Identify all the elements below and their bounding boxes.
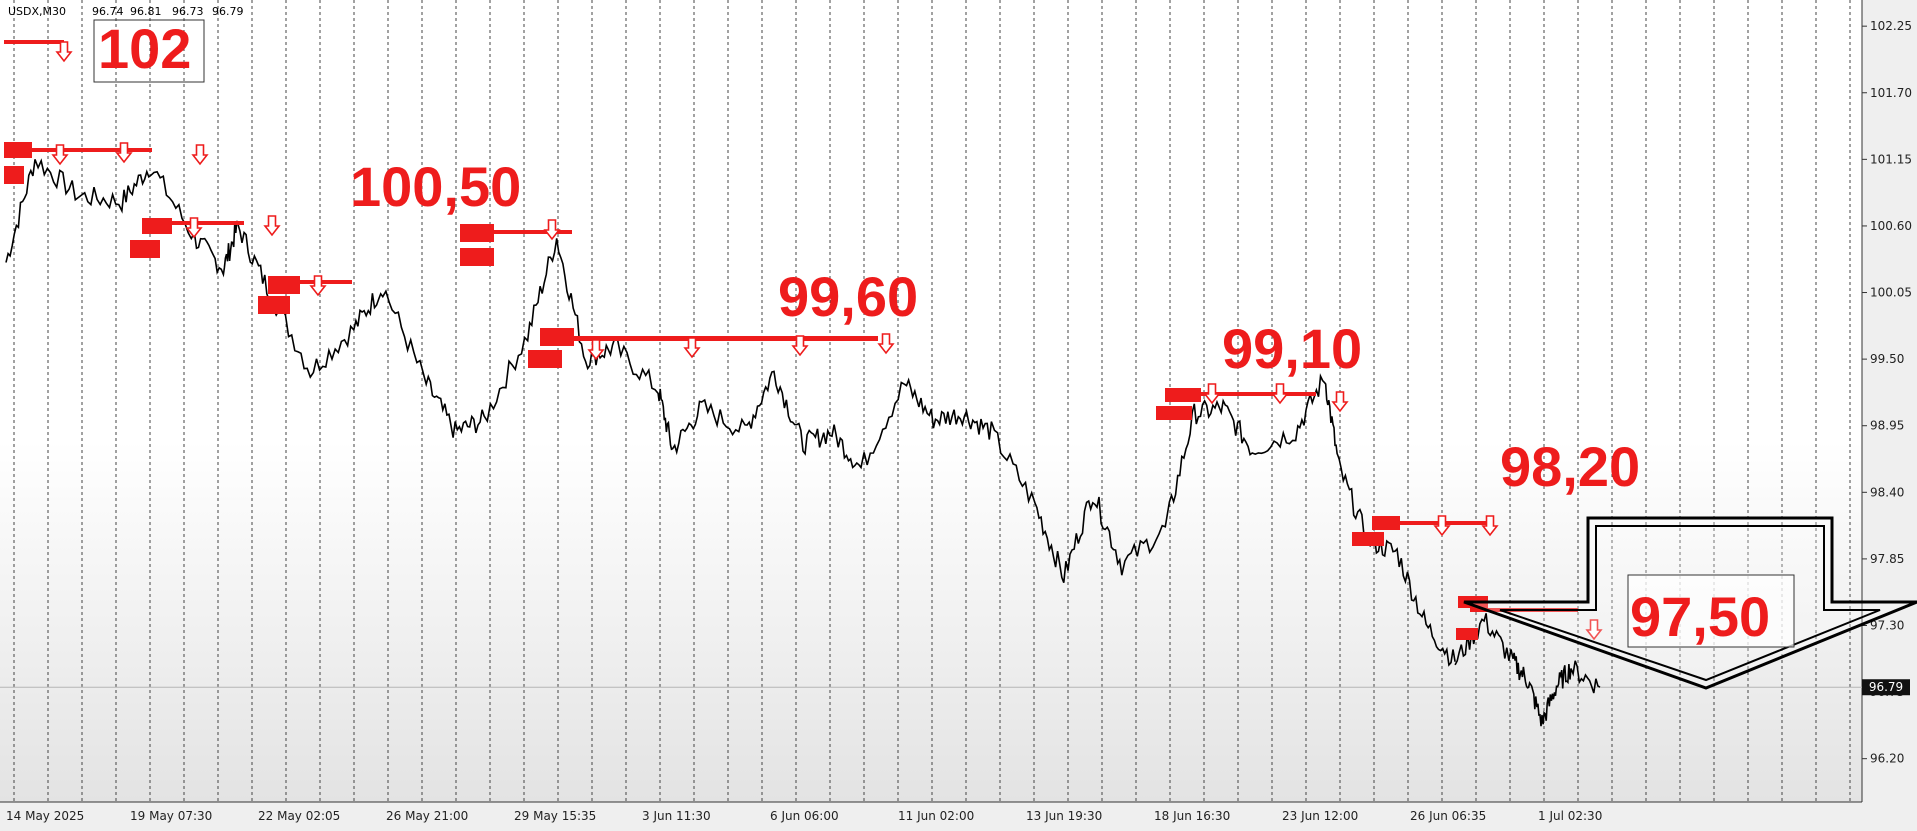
current-price-value: 96.79 bbox=[1869, 680, 1903, 694]
time-tick-label: 6 Jun 06:00 bbox=[770, 809, 839, 823]
time-tick-label: 18 Jun 16:30 bbox=[1154, 809, 1230, 823]
time-tick-label: 1 Jul 02:30 bbox=[1538, 809, 1602, 823]
level-line bbox=[4, 148, 152, 152]
down-arrow-icon bbox=[309, 275, 327, 297]
level-label-99-60: 99,60 bbox=[778, 265, 918, 328]
ohlc-open: 96.74 bbox=[92, 5, 124, 18]
time-tick-label: 29 May 15:35 bbox=[514, 809, 596, 823]
plot-background bbox=[0, 0, 1862, 802]
price-tick-label: 102.25 bbox=[1870, 19, 1912, 33]
down-arrow-icon bbox=[185, 217, 203, 239]
time-tick-label: 19 May 07:30 bbox=[130, 809, 212, 823]
down-arrow-markers bbox=[51, 41, 1603, 641]
zone-marker bbox=[142, 218, 172, 234]
down-arrow-icon bbox=[587, 339, 605, 361]
level-label-99-10: 99,10 bbox=[1222, 317, 1362, 380]
time-tick-label: 26 May 21:00 bbox=[386, 809, 468, 823]
down-arrow-icon bbox=[51, 144, 69, 166]
level-label-97-50: 97,50 bbox=[1630, 585, 1770, 648]
zone-marker bbox=[528, 350, 562, 368]
label-box-97-50 bbox=[1627, 574, 1795, 648]
zone-marker bbox=[1156, 406, 1192, 420]
time-tick-label: 11 Jun 02:00 bbox=[898, 809, 974, 823]
level-label-102: 102 bbox=[98, 17, 191, 80]
zone-marker bbox=[460, 224, 494, 242]
zone-marker bbox=[540, 328, 574, 346]
time-tick-label: 23 Jun 12:00 bbox=[1282, 809, 1358, 823]
price-tick-label: 97.85 bbox=[1870, 552, 1904, 566]
level-label-98-20: 98,20 bbox=[1500, 435, 1640, 498]
zone-marker bbox=[130, 240, 160, 258]
down-arrow-icon bbox=[791, 335, 809, 357]
level-line bbox=[560, 336, 878, 341]
down-arrow-icon bbox=[1331, 391, 1349, 413]
price-axis: 102.25 101.70 101.15 100.60 100.05 99.50 98.95… bbox=[1862, 19, 1912, 766]
price-tick-label: 100.05 bbox=[1870, 286, 1912, 300]
series-line bbox=[5, 158, 1456, 667]
level-line bbox=[1180, 392, 1316, 396]
down-arrow-icon bbox=[1433, 515, 1451, 537]
down-arrow-icon bbox=[191, 144, 209, 166]
time-tick-label: 26 Jun 06:35 bbox=[1410, 809, 1486, 823]
time-tick-label: 22 May 02:05 bbox=[258, 809, 340, 823]
price-tick-label: 98.95 bbox=[1870, 419, 1904, 433]
price-tick-label: 99.50 bbox=[1870, 352, 1904, 366]
current-price-tag: 96.79 bbox=[1862, 679, 1910, 696]
level-line bbox=[480, 230, 572, 234]
time-axis-background bbox=[0, 802, 1862, 831]
zone-marker bbox=[1456, 628, 1478, 640]
time-axis: 14 May 2025 19 May 07:30 22 May 02:05 26 Ma… bbox=[6, 809, 1602, 823]
price-series bbox=[5, 158, 1601, 727]
down-arrow-icon bbox=[1203, 383, 1221, 405]
level-line bbox=[4, 40, 64, 44]
zone-marker bbox=[1352, 532, 1384, 546]
price-tick-label: 97.30 bbox=[1870, 618, 1904, 632]
down-arrow-icon bbox=[543, 219, 561, 241]
down-arrow-icon bbox=[263, 215, 281, 237]
ohlc-low: 96.73 bbox=[172, 5, 204, 18]
down-arrow-icon bbox=[877, 333, 895, 355]
price-tick-label: 100.60 bbox=[1870, 219, 1912, 233]
time-tick-label: 13 Jun 19:30 bbox=[1026, 809, 1102, 823]
ohlc-close: 96.79 bbox=[212, 5, 244, 18]
down-arrow-icon bbox=[55, 41, 73, 63]
down-arrow-icon bbox=[1271, 383, 1289, 405]
down-arrow-icon bbox=[683, 337, 701, 359]
price-axis-background bbox=[1862, 0, 1917, 831]
ohlc-high: 96.81 bbox=[130, 5, 162, 18]
price-tick-label: 98.40 bbox=[1870, 485, 1904, 499]
zone-marker bbox=[460, 248, 494, 266]
symbol-label: USDX,M30 bbox=[8, 5, 66, 18]
price-tick-label: 96.20 bbox=[1870, 752, 1904, 766]
level-label-100-50: 100,50 bbox=[350, 155, 521, 218]
vertical-grid bbox=[13, 0, 1851, 802]
price-tick-label: 101.70 bbox=[1870, 86, 1912, 100]
down-arrow-icon bbox=[1481, 515, 1499, 537]
label-box-102 bbox=[93, 19, 205, 83]
down-arrow-icon bbox=[115, 142, 133, 164]
price-tick-label: 101.15 bbox=[1870, 152, 1912, 166]
series-line bbox=[1454, 613, 1601, 727]
time-tick-label: 14 May 2025 bbox=[6, 809, 84, 823]
zone-marker bbox=[4, 166, 24, 184]
zone-marker bbox=[258, 296, 290, 314]
down-arrow-icon bbox=[1585, 619, 1603, 641]
level-line bbox=[1380, 521, 1492, 525]
zone-marker bbox=[268, 276, 300, 294]
time-tick-label: 3 Jun 11:30 bbox=[642, 809, 711, 823]
